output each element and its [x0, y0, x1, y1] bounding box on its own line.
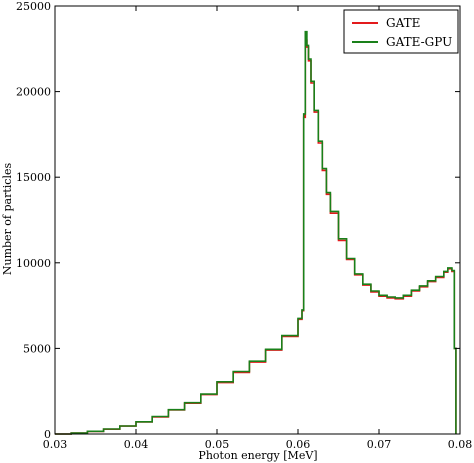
y-tick-label: 10000	[16, 257, 51, 270]
legend-label: GATE-GPU	[386, 35, 452, 49]
y-tick-label: 20000	[16, 86, 51, 99]
x-tick-label: 0.03	[43, 438, 68, 451]
plot-frame	[54, 5, 461, 435]
y-tick-label: 5000	[23, 342, 51, 355]
series-line-2	[55, 30, 457, 435]
y-axis-label: Number of particles	[1, 163, 14, 276]
y-tick-label: 25000	[16, 0, 51, 13]
x-tick-label: 0.04	[124, 438, 149, 451]
legend: GATE GATE-GPU	[343, 9, 459, 54]
x-tick-label: 0.05	[205, 438, 230, 451]
plot-area	[55, 30, 457, 435]
x-tick-label: 0.08	[448, 438, 473, 451]
axes: 0.03 0.04 0.05 0.06 0.07 0.08 0 5000 10000 15000 2…	[16, 0, 472, 451]
y-tick-label: 0	[44, 428, 51, 441]
series-line-1	[55, 39, 457, 435]
x-tick-label: 0.07	[367, 438, 392, 451]
x-tick-label: 0.06	[286, 438, 311, 451]
legend-box	[343, 9, 459, 54]
x-axis-label: Photon energy [MeV]	[198, 449, 317, 462]
legend-label: GATE	[386, 16, 420, 30]
y-tick-label: 15000	[16, 171, 51, 184]
